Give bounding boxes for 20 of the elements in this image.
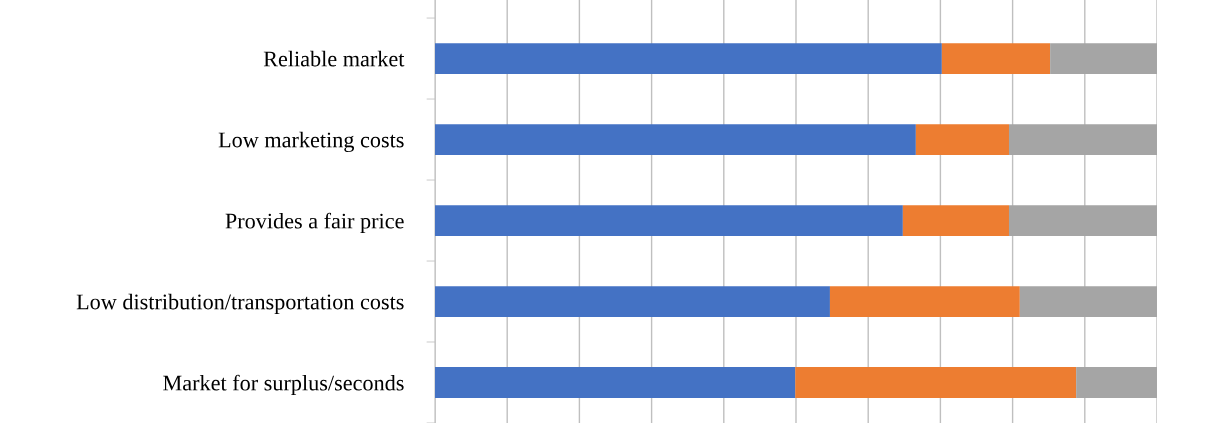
bar: [829, 286, 1020, 317]
y-tick-label: Low marketing costs: [218, 131, 404, 153]
y-tick-label: Reliable market: [263, 50, 405, 67]
bar: [1008, 124, 1157, 155]
bar: [1008, 205, 1157, 236]
y-tick-label: Low distribution/transportation costs: [76, 293, 404, 314]
bar: [435, 286, 830, 317]
bar: [941, 43, 1051, 74]
y-tick-label: Provides a fair price: [225, 212, 404, 234]
bar: [435, 43, 942, 74]
bar: [1050, 43, 1157, 74]
bar: [435, 124, 916, 155]
bar: [915, 124, 1009, 155]
bar: [902, 205, 1009, 236]
bar: [435, 205, 903, 236]
bar: [1019, 286, 1157, 317]
bar: [1076, 367, 1157, 398]
bar: [795, 367, 1077, 398]
bar: [435, 367, 796, 398]
y-tick-label: Market for surplus/seconds: [163, 374, 404, 396]
